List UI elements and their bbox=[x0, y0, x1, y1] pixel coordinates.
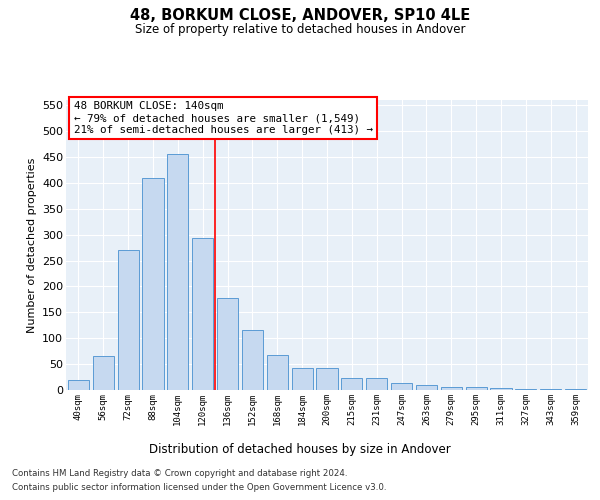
Bar bbox=[167, 154, 188, 390]
Bar bbox=[316, 368, 338, 390]
Text: Contains HM Land Registry data © Crown copyright and database right 2024.: Contains HM Land Registry data © Crown c… bbox=[12, 468, 347, 477]
Y-axis label: Number of detached properties: Number of detached properties bbox=[26, 158, 37, 332]
Bar bbox=[292, 368, 313, 390]
Bar bbox=[540, 389, 561, 390]
Bar bbox=[142, 178, 164, 390]
Text: 48, BORKUM CLOSE, ANDOVER, SP10 4LE: 48, BORKUM CLOSE, ANDOVER, SP10 4LE bbox=[130, 8, 470, 22]
Bar bbox=[366, 378, 387, 390]
Bar bbox=[217, 298, 238, 390]
Bar bbox=[118, 250, 139, 390]
Text: Distribution of detached houses by size in Andover: Distribution of detached houses by size … bbox=[149, 442, 451, 456]
Text: 48 BORKUM CLOSE: 140sqm
← 79% of detached houses are smaller (1,549)
21% of semi: 48 BORKUM CLOSE: 140sqm ← 79% of detache… bbox=[74, 102, 373, 134]
Bar bbox=[242, 330, 263, 390]
Bar bbox=[267, 356, 288, 390]
Text: Size of property relative to detached houses in Andover: Size of property relative to detached ho… bbox=[135, 22, 465, 36]
Text: Contains public sector information licensed under the Open Government Licence v3: Contains public sector information licen… bbox=[12, 484, 386, 492]
Bar bbox=[490, 388, 512, 390]
Bar bbox=[416, 385, 437, 390]
Bar bbox=[441, 388, 462, 390]
Bar bbox=[391, 383, 412, 390]
Bar bbox=[93, 356, 114, 390]
Bar bbox=[466, 388, 487, 390]
Bar bbox=[515, 389, 536, 390]
Bar bbox=[565, 389, 586, 390]
Bar bbox=[192, 238, 213, 390]
Bar bbox=[341, 378, 362, 390]
Bar bbox=[68, 380, 89, 390]
